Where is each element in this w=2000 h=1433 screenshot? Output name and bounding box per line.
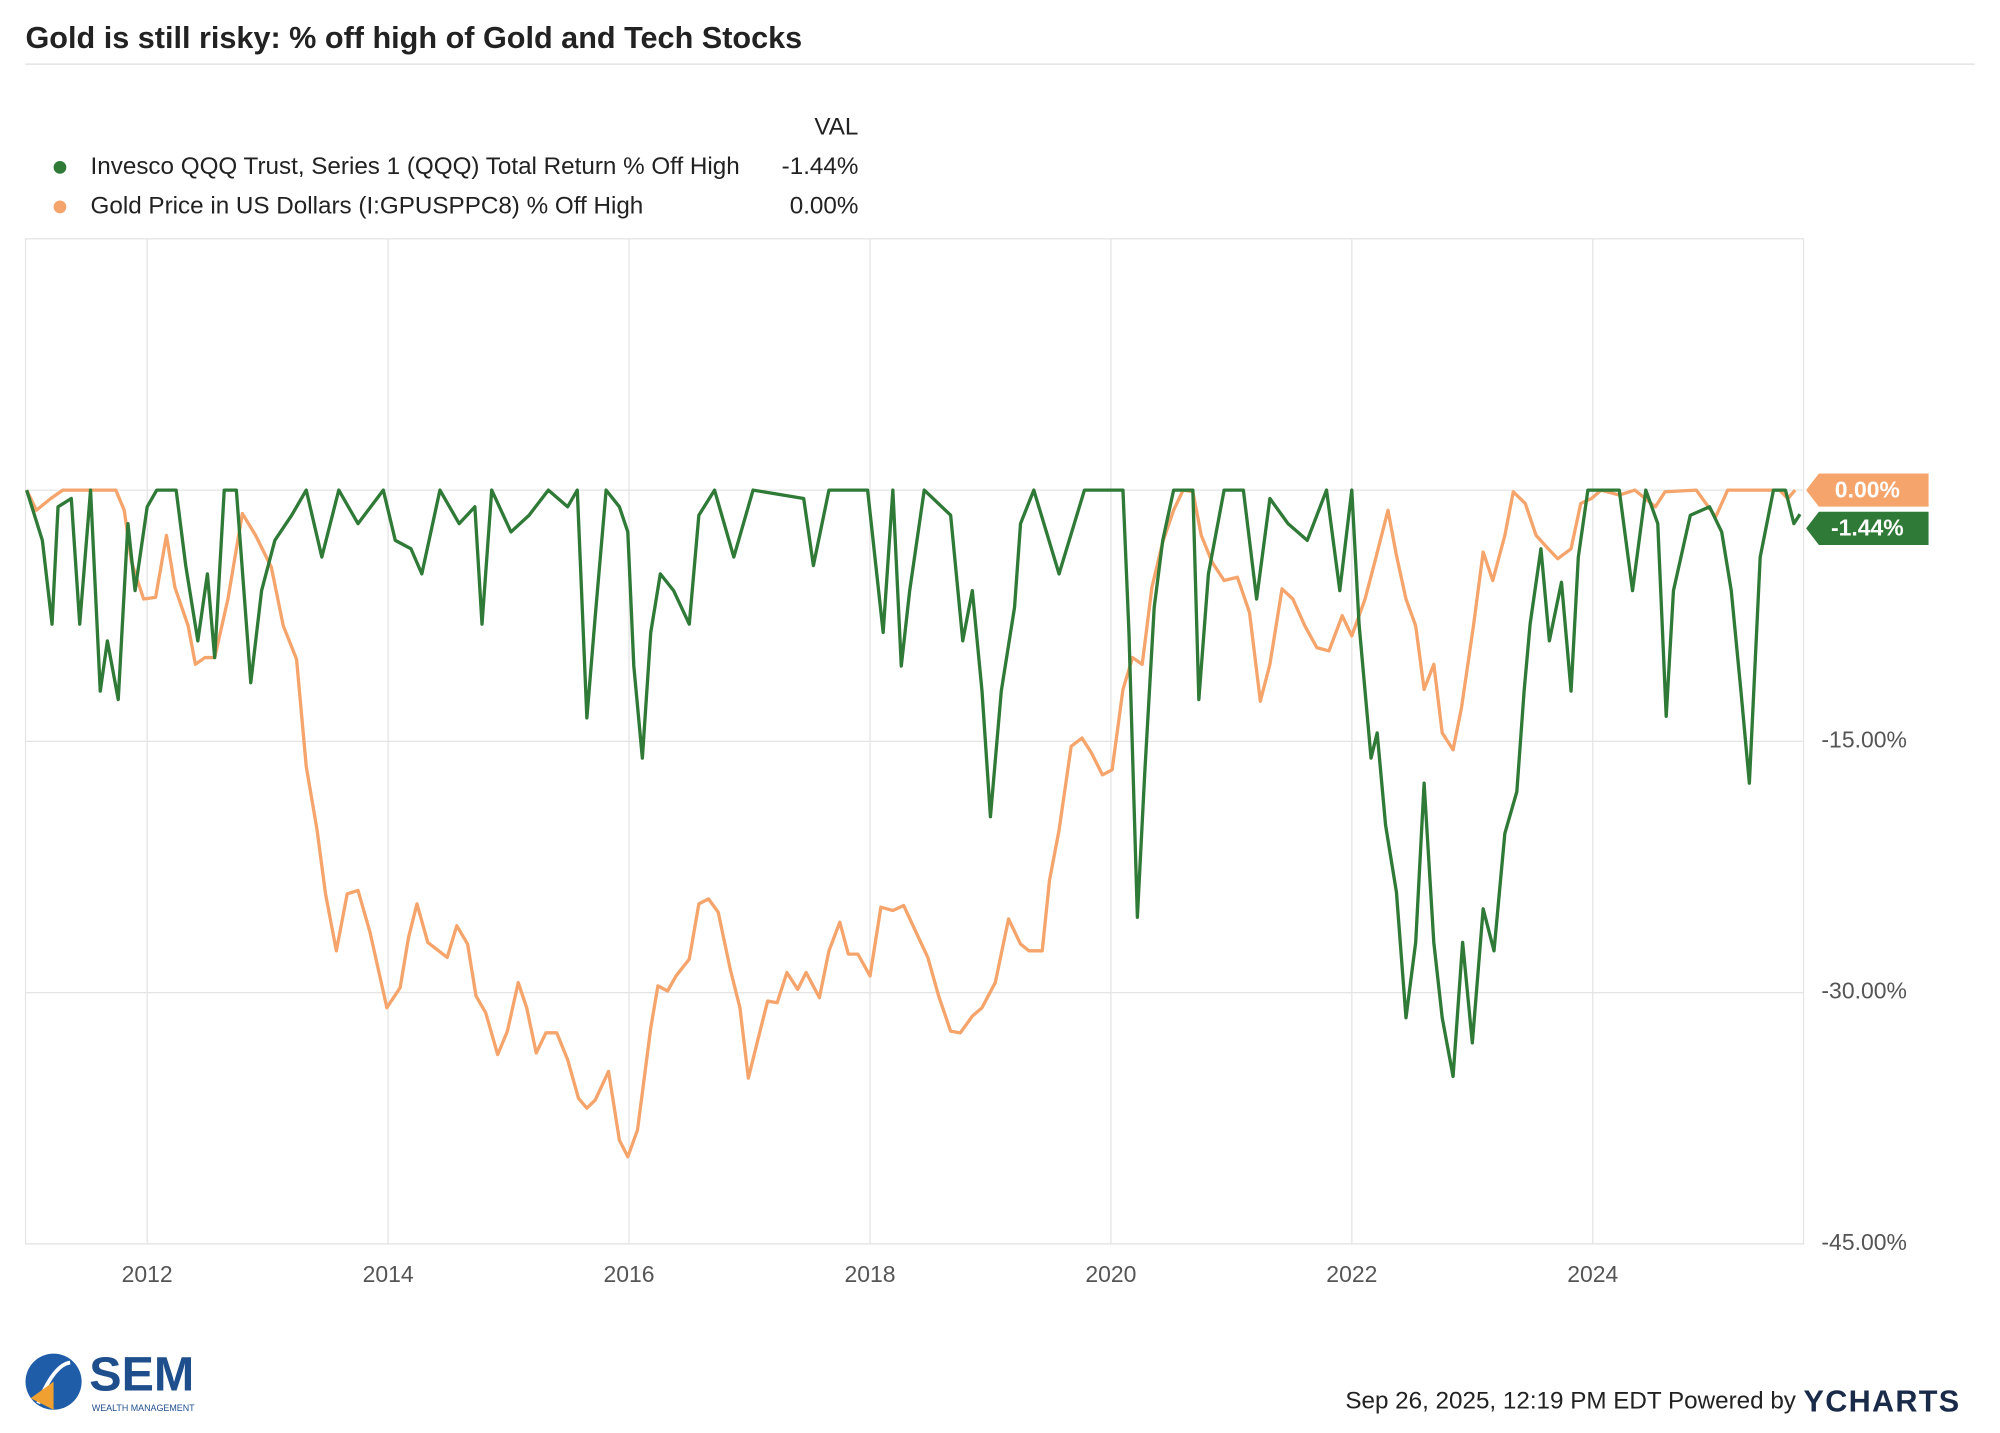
- value-badge-label: -1.44%: [1831, 515, 1904, 541]
- value-badge-label: 0.00%: [1835, 476, 1900, 502]
- y-tick-label: -15.00%: [1821, 726, 1906, 752]
- legend-label: Gold Price in US Dollars (I:GPUSPPC8) % …: [91, 192, 644, 219]
- legend-value: 0.00%: [790, 192, 859, 219]
- series-line: [25, 488, 1802, 1079]
- logo-name: SEM: [89, 1348, 194, 1402]
- legend-dot: [53, 200, 67, 214]
- legend-header: VAL: [814, 113, 858, 140]
- x-tick-label: 2016: [604, 1261, 655, 1287]
- logo-accent: [30, 1381, 54, 1410]
- legend-value: -1.44%: [782, 153, 859, 180]
- x-tick-label: 2022: [1326, 1261, 1377, 1287]
- logo-tagline: WEALTH MANAGEMENT: [92, 1403, 195, 1413]
- value-badge: [1806, 511, 1929, 545]
- x-tick-label: 2012: [122, 1261, 173, 1287]
- chart-title: Gold is still risky: % off high of Gold …: [26, 21, 803, 55]
- y-tick-label: -30.00%: [1821, 978, 1906, 1004]
- x-tick-label: 2018: [844, 1261, 895, 1287]
- y-tick-label: -45.00%: [1821, 1229, 1906, 1255]
- plot: -45.00% -30.00% -15.00% 0.00% 2012 2014 2016 20…: [25, 238, 1907, 1287]
- legend-dot: [53, 161, 67, 174]
- x-tick-label: 2020: [1085, 1261, 1136, 1287]
- value-badge: [1806, 473, 1929, 507]
- legend-label: Invesco QQQ Trust, Series 1 (QQQ) Total …: [91, 153, 740, 180]
- x-tick-label: 2024: [1567, 1261, 1618, 1287]
- series-line: [25, 488, 1797, 1159]
- timestamp: Sep 26, 2025, 12:19 PM EDT Powered by: [1345, 1387, 1796, 1414]
- x-tick-label: 2014: [363, 1261, 414, 1287]
- brand: YCHARTS: [1804, 1384, 1961, 1418]
